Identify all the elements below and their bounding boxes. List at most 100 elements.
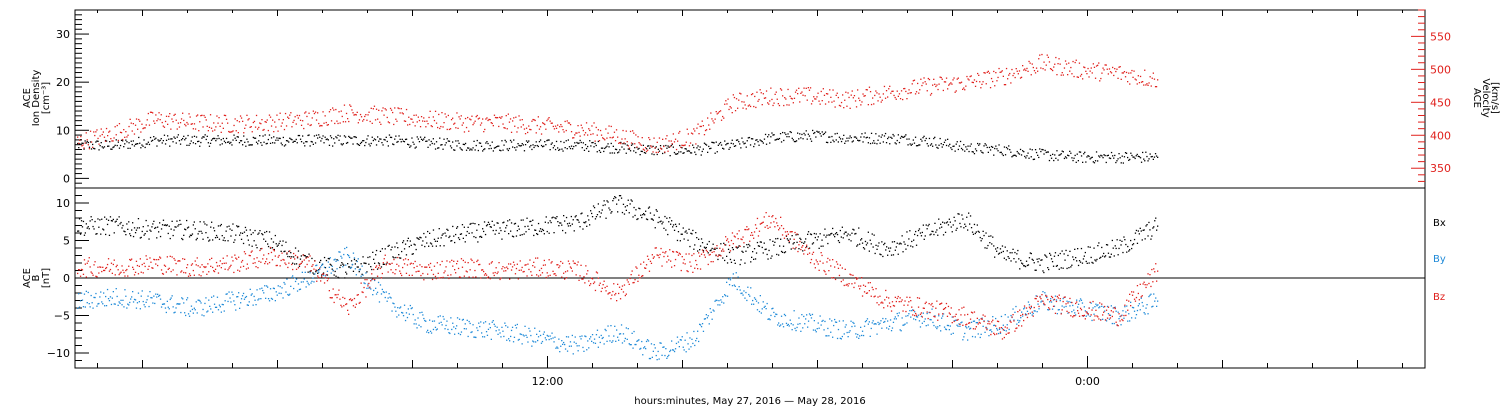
bx-point	[825, 236, 827, 238]
by-point	[923, 320, 925, 323]
bz-point	[225, 262, 227, 264]
velocity-point	[1128, 72, 1130, 74]
density-point	[1064, 156, 1067, 158]
velocity-point	[442, 126, 444, 128]
density-point	[742, 141, 744, 143]
velocity-point	[959, 82, 962, 84]
bx-point	[160, 228, 163, 230]
bx-point	[1156, 229, 1158, 231]
density-point	[401, 138, 403, 140]
by-point	[991, 331, 993, 333]
by-point	[314, 273, 316, 275]
velocity-point	[1097, 64, 1099, 66]
bz-point	[561, 276, 563, 278]
velocity-point	[419, 126, 422, 128]
density-point	[187, 134, 189, 137]
bz-point	[450, 274, 452, 276]
bx-point	[808, 247, 811, 249]
velocity-point	[770, 87, 772, 89]
density-point	[117, 141, 119, 143]
velocity-point	[594, 140, 596, 142]
density-point	[1027, 152, 1029, 154]
density-point	[407, 143, 409, 145]
bz-point	[568, 263, 571, 265]
by-point	[701, 323, 704, 325]
by-point	[366, 287, 368, 289]
by-point	[976, 322, 978, 324]
velocity-point	[1137, 75, 1139, 77]
bx-point	[265, 240, 267, 242]
bx-point	[1077, 248, 1079, 250]
bx-point	[751, 256, 753, 258]
by-point	[824, 320, 826, 323]
by-point	[202, 308, 204, 311]
by-point	[461, 319, 464, 321]
bz-point	[122, 269, 124, 271]
velocity-point	[538, 128, 541, 130]
by-point	[753, 297, 756, 299]
density-point	[1013, 154, 1015, 156]
density-point	[591, 142, 593, 144]
velocity-point	[422, 120, 424, 122]
bx-point	[976, 224, 978, 226]
bx-point	[1045, 255, 1047, 257]
bz-point	[320, 280, 322, 282]
velocity-point	[928, 78, 931, 81]
velocity-point	[379, 121, 381, 123]
bx-point	[832, 227, 834, 230]
density-point	[478, 142, 481, 144]
by-point	[650, 343, 653, 345]
velocity-point	[382, 107, 384, 109]
bz-point	[213, 270, 215, 272]
bz-point	[437, 272, 439, 274]
density-point	[534, 145, 536, 147]
bx-point	[1016, 253, 1018, 255]
by-point	[1005, 330, 1007, 332]
density-tick-label: 30	[56, 28, 70, 41]
velocity-point	[979, 81, 981, 83]
density-point	[161, 142, 163, 144]
bz-point	[305, 257, 307, 259]
bx-point	[1085, 260, 1087, 263]
bx-point	[653, 214, 655, 216]
bz-point	[537, 275, 540, 277]
bx-point	[188, 236, 191, 238]
density-point	[787, 133, 789, 135]
velocity-point	[972, 81, 974, 84]
bx-point	[263, 238, 265, 240]
density-point	[236, 136, 238, 138]
bz-point	[91, 272, 93, 274]
velocity-point	[649, 138, 651, 141]
bx-point	[309, 270, 311, 273]
by-point	[155, 293, 157, 295]
bx-point	[1050, 258, 1053, 260]
bx-point	[336, 259, 338, 261]
by-point	[288, 294, 290, 296]
by-point	[191, 308, 194, 311]
velocity-point	[524, 133, 527, 135]
by-point	[1078, 300, 1081, 302]
density-point	[1152, 158, 1154, 160]
bx-point	[785, 235, 788, 237]
bz-point	[119, 272, 121, 274]
bz-point	[256, 257, 258, 259]
by-point	[495, 330, 497, 332]
bx-point	[182, 238, 184, 241]
by-point	[1126, 305, 1128, 307]
bx-point	[169, 237, 171, 240]
by-point	[652, 350, 654, 352]
by-point	[581, 335, 583, 337]
velocity-point	[359, 113, 362, 116]
velocity-point	[873, 103, 875, 105]
bx-point	[433, 238, 436, 240]
by-point	[399, 307, 401, 309]
bz-point	[566, 270, 569, 272]
velocity-point	[832, 89, 834, 91]
bx-point	[876, 248, 878, 250]
bx-point	[1108, 256, 1111, 258]
density-point	[933, 137, 935, 140]
velocity-point	[960, 81, 963, 83]
bx-point	[564, 232, 567, 234]
bz-point	[406, 264, 409, 266]
bx-point	[1022, 263, 1024, 265]
